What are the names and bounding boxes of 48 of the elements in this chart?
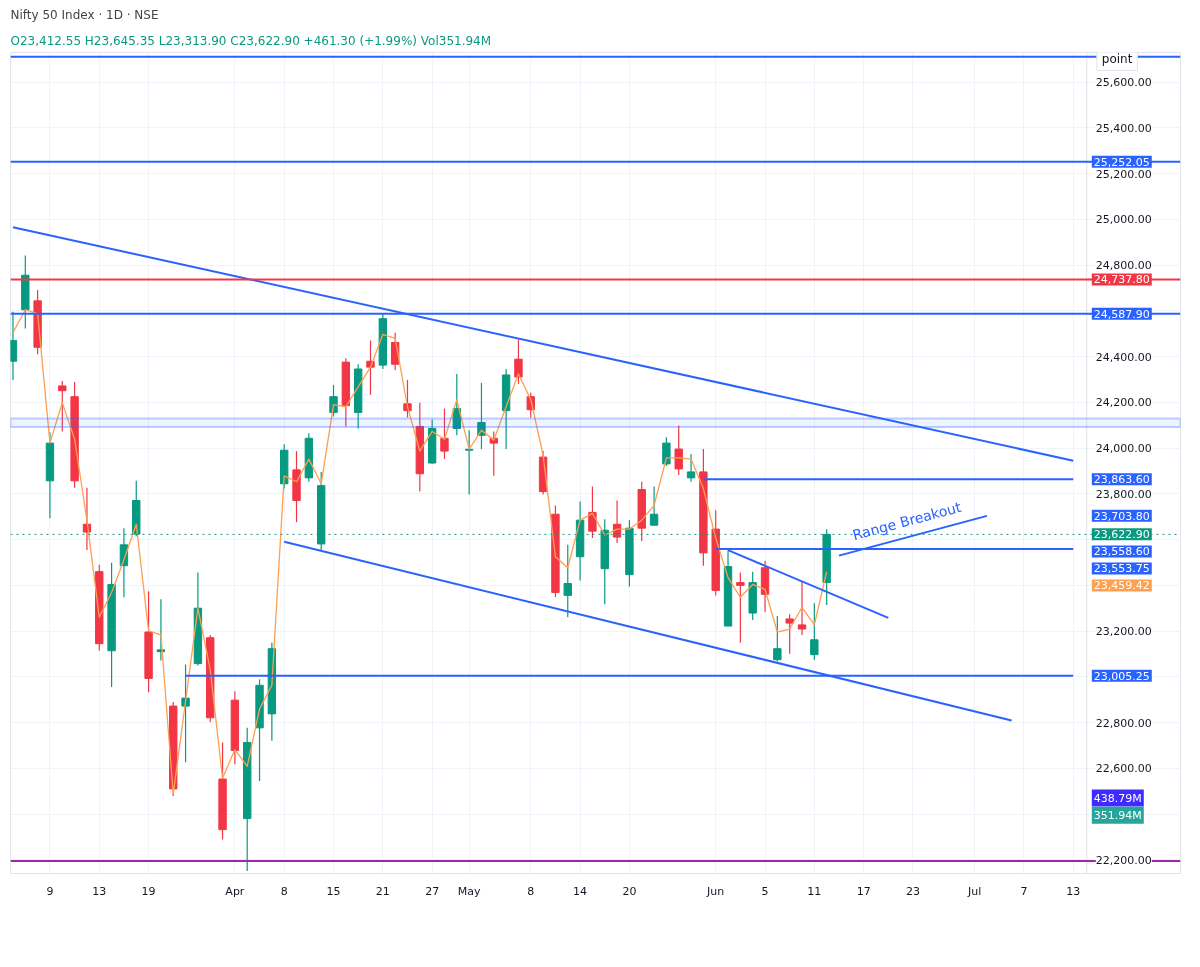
y-tick-label: 25,000.00 xyxy=(1095,213,1152,227)
y-tick-label: 23,200.00 xyxy=(1095,625,1152,639)
series-label: 23,863.60 xyxy=(1093,473,1150,487)
x-tick-label: 5 xyxy=(761,884,769,898)
ref-line-label: 23,622.90 xyxy=(1093,528,1150,542)
series-label: 23,558.60 xyxy=(1093,545,1150,559)
x-tick-label: Jul xyxy=(966,884,982,898)
y-tick-label: 24,200.00 xyxy=(1095,396,1152,410)
x-tick-label: 17 xyxy=(856,884,871,898)
ref-line-label: 24,587.90 xyxy=(1093,307,1150,321)
y-tick-label: 25,200.00 xyxy=(1095,167,1152,181)
ref-line-label: 24,737.80 xyxy=(1093,273,1150,287)
y-tick-label: 22,200.00 xyxy=(1095,853,1152,867)
x-tick-label: May xyxy=(457,884,481,898)
x-tick-label: 7 xyxy=(1020,884,1028,898)
series-label: 23,005.25 xyxy=(1093,669,1150,683)
text: 438.79M xyxy=(1093,791,1142,805)
x-tick-label: 27 xyxy=(425,884,440,898)
y-tick-label: 22,600.00 xyxy=(1095,762,1152,776)
y-tick-label: 25,400.00 xyxy=(1095,121,1152,135)
text: 351.94M xyxy=(1093,808,1142,822)
text: 23,703.80 xyxy=(1093,509,1150,523)
x-tick-label: 15 xyxy=(326,884,341,898)
x-tick-label: 8 xyxy=(527,884,535,898)
x-tick-label: 11 xyxy=(807,884,822,898)
y-tick-label: 24,800.00 xyxy=(1095,259,1152,273)
chart-subtitle: O23,412.55 H23,645.35 L23,313.90 C23,622.90 +461.30 (+1.99%) Vol351.94M xyxy=(10,33,492,48)
y-tick-label: 22,800.00 xyxy=(1095,716,1152,730)
y-tick-label: 25,600.00 xyxy=(1095,76,1152,90)
x-tick-label: Apr xyxy=(225,884,245,898)
ref-line-label: 25,252.05 xyxy=(1093,155,1150,169)
text: 23,553.75 xyxy=(1093,562,1150,576)
x-tick-label: 8 xyxy=(280,884,288,898)
y-tick-label: 24,400.00 xyxy=(1095,350,1152,364)
x-tick-label: 13 xyxy=(1066,884,1081,898)
x-tick-label: 13 xyxy=(92,884,107,898)
chart-title: Nifty 50 Index · 1D · NSE xyxy=(10,7,159,22)
x-tick-label: Jun xyxy=(706,884,725,898)
y-tick-label: 24,000.00 xyxy=(1095,442,1152,456)
x-tick-label: 20 xyxy=(622,884,637,898)
text: 23,459.42 xyxy=(1093,579,1150,593)
x-tick-label: 23 xyxy=(905,884,920,898)
x-tick-label: 14 xyxy=(573,884,588,898)
x-tick-label: 9 xyxy=(46,884,54,898)
x-tick-label: 21 xyxy=(375,884,390,898)
y-tick-label: 23,800.00 xyxy=(1095,487,1152,501)
text: point xyxy=(1101,51,1133,66)
x-tick-label: 19 xyxy=(141,884,156,898)
